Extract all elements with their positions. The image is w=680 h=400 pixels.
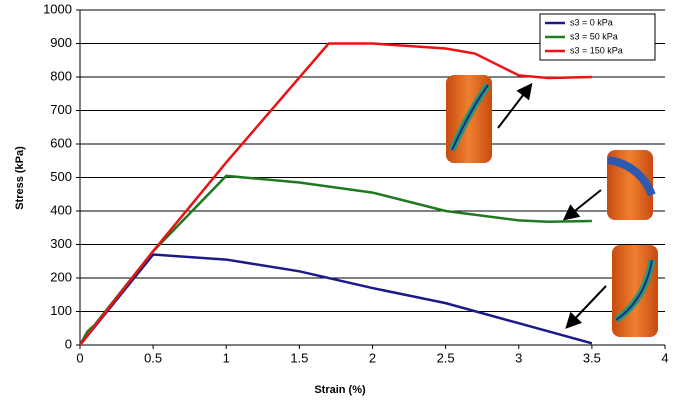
y-axis-label: Stress (kPa) <box>14 146 26 210</box>
x-tick-label: 2.5 <box>437 350 455 365</box>
y-tick-label: 100 <box>50 303 72 318</box>
y-tick-label: 500 <box>50 169 72 184</box>
series-line <box>78 174 592 346</box>
x-tick-label: 3.5 <box>583 350 601 365</box>
x-tick-label: 4 <box>661 350 668 365</box>
y-tick-label: 700 <box>50 102 72 117</box>
series-line <box>79 253 593 346</box>
x-tick-label: 1.5 <box>290 350 308 365</box>
y-tick-label: 1000 <box>43 1 72 16</box>
x-tick-label: 1 <box>223 350 230 365</box>
series-line <box>79 42 592 346</box>
legend-label: s3 = 150 kPa <box>570 45 623 55</box>
x-tick-label: 0.5 <box>144 350 162 365</box>
specimen-images <box>446 75 658 337</box>
y-tick-label: 800 <box>50 68 72 83</box>
legend-label: s3 = 50 kPa <box>570 31 618 41</box>
y-tick-label: 200 <box>50 269 72 284</box>
y-tick-label: 400 <box>50 202 72 217</box>
x-axis-label: Strain (%) <box>314 384 366 396</box>
y-tick-label: 0 <box>65 336 72 351</box>
legend-label: s3 = 0 kPa <box>570 17 613 27</box>
y-tick-label: 600 <box>50 135 72 150</box>
y-tick-label: 900 <box>50 35 72 50</box>
y-tick-label: 300 <box>50 236 72 251</box>
x-tick-label: 3 <box>515 350 522 365</box>
x-tick-label: 0 <box>76 350 83 365</box>
x-tick-label: 2 <box>369 350 376 365</box>
